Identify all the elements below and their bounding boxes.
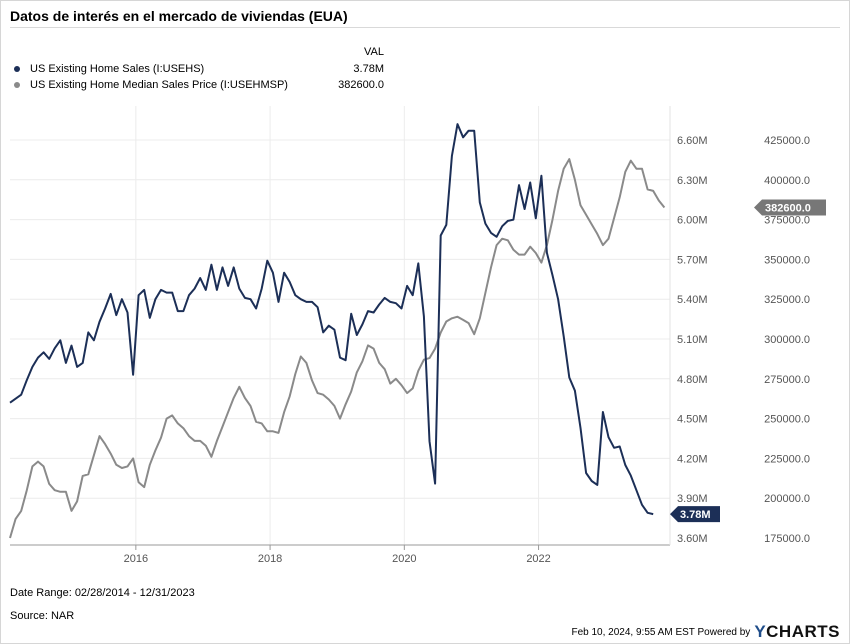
ycharts-logo[interactable]: Y CHARTS	[754, 622, 840, 642]
footer-attribution: Feb 10, 2024, 9:55 AM EST Powered by Y CH…	[571, 622, 840, 642]
legend-dot-home-sales	[14, 66, 20, 72]
left-axis-label: 5.10M	[677, 334, 708, 346]
right-axis-label: 175000.0	[764, 533, 810, 545]
source-note: Source: NAR	[10, 610, 75, 622]
end-label-home-sales: 3.78M	[680, 509, 711, 521]
left-axis-labels: 6.60M 6.30M 6.00M 5.70M 5.40M 5.10M 4.80M 4.50M…	[677, 135, 708, 545]
right-axis-label: 375000.0	[764, 215, 810, 227]
end-flag-home-sales	[670, 506, 720, 523]
end-value-labels: 3.78M 382600.0	[670, 199, 826, 523]
right-axis-label: 400000.0	[764, 175, 810, 187]
right-axis-label: 325000.0	[764, 294, 810, 306]
legend-name-median-price: US Existing Home Median Sales Price (I:U…	[30, 79, 288, 91]
left-axis-label: 6.00M	[677, 215, 708, 227]
series-line-home-sales	[9, 123, 654, 516]
grid	[10, 106, 670, 545]
legend-dot-median-price	[14, 82, 20, 88]
ycharts-logo-text: CHARTS	[766, 622, 840, 641]
ycharts-logo-y: Y	[754, 622, 767, 641]
left-axis-label: 5.40M	[677, 294, 708, 306]
right-axis-label: 200000.0	[764, 493, 810, 505]
legend-name-home-sales: US Existing Home Sales (I:USEHS)	[30, 63, 205, 75]
right-axis-label: 300000.0	[764, 334, 810, 346]
date-range: Date Range: 02/28/2014 - 12/31/2023	[10, 587, 195, 599]
x-tick-label: 2018	[258, 553, 282, 565]
x-tick-label: 2016	[124, 553, 148, 565]
x-tick-label: 2020	[392, 553, 416, 565]
end-label-median-price: 382600.0	[765, 203, 811, 215]
title-divider	[10, 27, 840, 28]
timestamp: Feb 10, 2024, 9:55 AM EST Powered by	[571, 626, 751, 638]
right-axis-label: 425000.0	[764, 135, 810, 147]
x-tick-label: 2022	[526, 553, 550, 565]
left-axis-label: 4.50M	[677, 414, 708, 426]
series-lines	[9, 123, 666, 539]
right-axis-label: 225000.0	[764, 453, 810, 465]
right-axis-label: 275000.0	[764, 374, 810, 386]
x-axis-ticks: 2016 2018 2020 2022	[124, 545, 551, 565]
right-axis-labels: 425000.0 400000.0 375000.0 350000.0 325000.0…	[764, 135, 810, 545]
series-line-median-price	[9, 158, 666, 539]
left-axis-label: 5.70M	[677, 254, 708, 266]
left-axis-label: 3.60M	[677, 533, 708, 545]
left-axis-label: 6.60M	[677, 135, 708, 147]
right-axis-label: 250000.0	[764, 414, 810, 426]
left-axis-label: 3.90M	[677, 493, 708, 505]
end-flag-median-price	[754, 199, 826, 216]
right-axis-label: 350000.0	[764, 254, 810, 266]
chart-title: Datos de interés en el mercado de vivien…	[10, 8, 348, 24]
legend-value-header: VAL	[364, 46, 384, 58]
legend-value-median-price: 382600.0	[338, 79, 384, 91]
left-axis-label: 6.30M	[677, 175, 708, 187]
left-axis-label: 4.20M	[677, 453, 708, 465]
legend-value-home-sales: 3.78M	[353, 63, 384, 75]
left-axis-label: 4.80M	[677, 374, 708, 386]
